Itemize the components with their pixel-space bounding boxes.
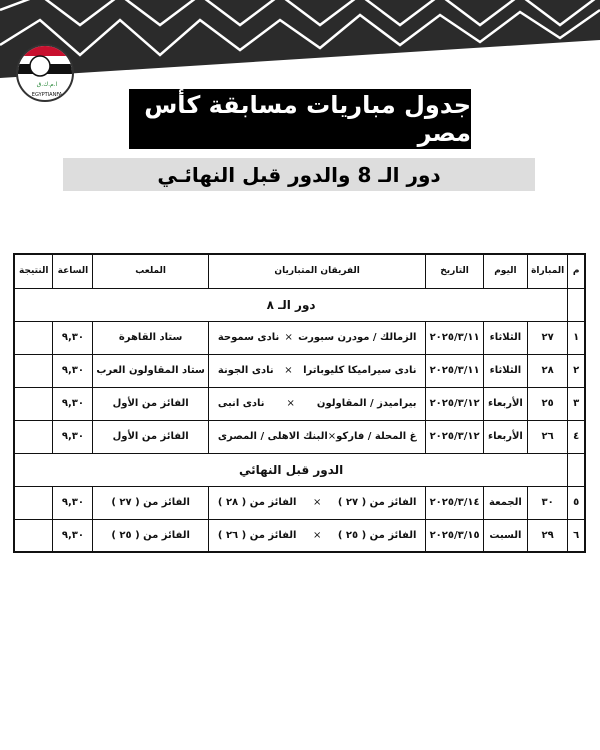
teams-cell: الفائز من ( ٢٥ ) × الفائز من ( ٢٦ ) — [207, 518, 427, 553]
egyptian-fa-logo: ا.م.ك.ق EGYPTIANFA — [16, 44, 74, 102]
blank-cell — [567, 287, 586, 322]
vs-mark: × — [284, 332, 293, 343]
home-team: الفائز من ( ٢٧ ) — [337, 497, 417, 508]
page-title: جدول مباريات مسابقة كأس مصر — [129, 89, 471, 149]
away-team: نادى الجونة — [217, 365, 274, 376]
kickoff-time: ٩,٣٠ — [52, 419, 94, 454]
home-team: الفائز من ( ٢٥ ) — [337, 529, 417, 541]
match-number: ٢٩ — [527, 518, 569, 553]
match-date: ٢٠٢٥/٣/١٢ — [425, 386, 484, 421]
vs-mark: × — [312, 497, 322, 508]
match-day: الجمعة — [482, 485, 529, 520]
row-number: ١ — [567, 320, 586, 355]
match-day: الثلاثاء — [482, 353, 529, 388]
kickoff-time: ٩,٣٠ — [52, 485, 94, 520]
column-header: الساعة — [52, 253, 94, 289]
kickoff-time: ٩,٣٠ — [52, 353, 94, 388]
column-header: المباراة — [527, 253, 569, 289]
result — [13, 485, 54, 520]
section-label: الدور قبل النهائي — [13, 452, 569, 487]
away-team: نادى انبى — [217, 398, 265, 409]
vs-mark: × — [327, 431, 337, 442]
column-header: الملعب — [92, 253, 209, 289]
home-team: غ المحلة / فاركو — [336, 431, 417, 442]
match-date: ٢٠٢٥/٣/١٢ — [425, 419, 484, 454]
table-row: ٥ ٣٠ الجمعة ٢٠٢٥/٣/١٤ الفائز من ( ٢٧ ) × ا… — [13, 485, 586, 520]
table-row: ١ ٢٧ الثلاثاء ٢٠٢٥/٣/١١ الزمالك / مودرن … — [13, 320, 586, 355]
match-date: ٢٠٢٥/٣/١١ — [425, 320, 484, 355]
venue: الفائز من ( ٢٥ ) — [92, 518, 209, 553]
kickoff-time: ٩,٣٠ — [52, 320, 94, 355]
vs-mark: × — [286, 398, 295, 409]
zigzag-banner — [0, 0, 600, 78]
match-number: ٢٨ — [527, 353, 569, 388]
home-team: نادى سيراميكا كليوباترا — [303, 365, 417, 376]
table-row: ٤ ٢٦ الأربعاء ٢٠٢٥/٣/١٢ غ المحلة / فاركو… — [13, 419, 586, 454]
home-team: الزمالك / مودرن سبورت — [298, 332, 417, 343]
kickoff-time: ٩,٣٠ — [52, 518, 94, 553]
venue: الفائز من ( ٢٧ ) — [92, 485, 209, 520]
away-team: الفائز من ( ٢٦ ) — [217, 529, 297, 541]
away-team: البنك الاهلى / المصرى — [217, 431, 328, 442]
venue: ستاد المقاولون العرب — [92, 353, 209, 388]
home-team: بيراميدز / المقاولون — [316, 398, 417, 409]
svg-text:ا.م.ك.ق: ا.م.ك.ق — [37, 81, 58, 88]
result — [13, 320, 54, 355]
teams-cell: غ المحلة / فاركو × البنك الاهلى / المصرى — [207, 419, 427, 454]
section-row: الدور قبل النهائي — [13, 452, 586, 487]
kickoff-time: ٩,٣٠ — [52, 386, 94, 421]
page-subtitle: دور الـ 8 والدور قبل النهائـي — [63, 158, 535, 191]
teams-cell: الفائز من ( ٢٧ ) × الفائز من ( ٢٨ ) — [207, 485, 427, 520]
result — [13, 353, 54, 388]
table-header-row: م المباراة اليوم التاريخ الفريقان المتباريان… — [13, 253, 586, 289]
section-row: دور الـ ٨ — [13, 287, 586, 322]
venue: الفائز من الأول — [92, 419, 209, 454]
column-header: اليوم — [482, 253, 529, 289]
row-number: ٢ — [567, 353, 586, 388]
column-header: التاريخ — [425, 253, 484, 289]
row-number: ٦ — [567, 518, 586, 553]
table-row: ٣ ٢٥ الأربعاء ٢٠٢٥/٣/١٢ بيراميدز / المقا… — [13, 386, 586, 421]
away-team: الفائز من ( ٢٨ ) — [217, 497, 297, 508]
result — [13, 386, 54, 421]
match-number: ٢٥ — [527, 386, 569, 421]
result — [13, 419, 54, 454]
match-day: الثلاثاء — [482, 320, 529, 355]
row-number: ٤ — [567, 419, 586, 454]
match-date: ٢٠٢٥/٣/١١ — [425, 353, 484, 388]
match-day: الأربعاء — [482, 386, 529, 421]
table-row: ٢ ٢٨ الثلاثاء ٢٠٢٥/٣/١١ نادى سيراميكا كل… — [13, 353, 586, 388]
venue: الفائز من الأول — [92, 386, 209, 421]
svg-text:EGYPTIANFA: EGYPTIANFA — [32, 92, 63, 98]
vs-mark: × — [284, 365, 293, 376]
match-number: ٢٧ — [527, 320, 569, 355]
match-number: ٢٦ — [527, 419, 569, 454]
teams-cell: بيراميدز / المقاولون × نادى انبى — [207, 386, 427, 421]
match-day: الأربعاء — [482, 419, 529, 454]
row-number: ٣ — [567, 386, 586, 421]
result — [13, 518, 54, 553]
table-row: ٦ ٢٩ السبت ٢٠٢٥/٣/١٥ الفائز من ( ٢٥ ) × ال… — [13, 518, 586, 553]
column-header: الفريقان المتباريان — [207, 253, 427, 289]
match-day: السبت — [482, 518, 529, 553]
teams-cell: الزمالك / مودرن سبورت × نادى سموحة — [207, 320, 427, 355]
match-schedule-table: م المباراة اليوم التاريخ الفريقان المتباريان… — [13, 253, 586, 553]
match-number: ٣٠ — [527, 485, 569, 520]
match-date: ٢٠٢٥/٣/١٥ — [425, 518, 484, 553]
teams-cell: نادى سيراميكا كليوباترا × نادى الجونة — [207, 353, 427, 388]
blank-cell — [567, 452, 586, 487]
match-date: ٢٠٢٥/٣/١٤ — [425, 485, 484, 520]
column-header: النتيجة — [13, 253, 54, 289]
row-number: ٥ — [567, 485, 586, 520]
vs-mark: × — [312, 529, 322, 541]
away-team: نادى سموحة — [217, 332, 280, 343]
column-header: م — [567, 253, 586, 289]
venue: ستاد القاهرة — [92, 320, 209, 355]
section-label: دور الـ ٨ — [13, 287, 569, 322]
